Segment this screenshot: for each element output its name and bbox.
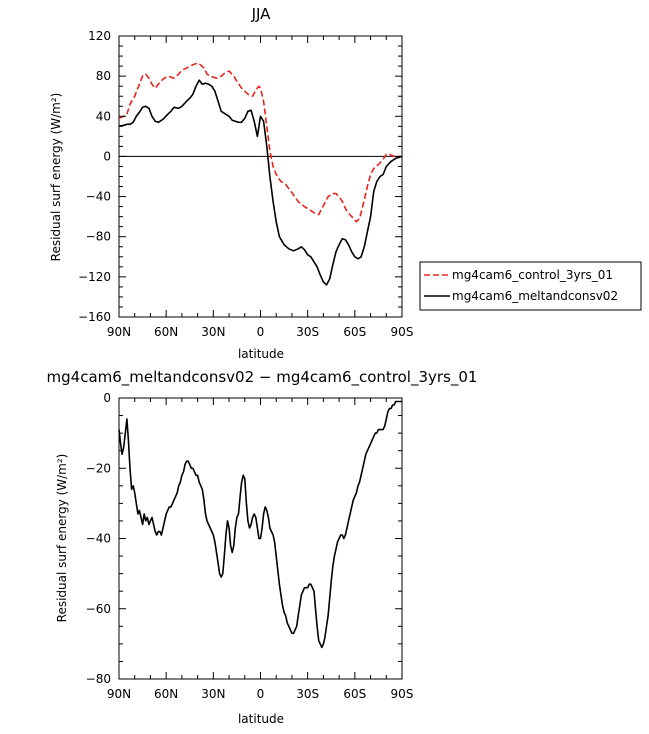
legend-label-control: mg4cam6_control_3yrs_01	[452, 268, 613, 282]
difference-chart-title: mg4cam6_meltandconsv02 − mg4cam6_control…	[47, 368, 478, 387]
axis-ticks: 90N 60N 30N 0 30S 60S 90S 0 −20 −40 −60 −80	[86, 391, 414, 701]
y-tick-label: −60	[86, 602, 111, 616]
x-tick-label: 60S	[343, 687, 366, 701]
chart-title: JJA	[251, 5, 272, 23]
x-tick-label: 0	[257, 687, 265, 701]
plot-area	[118, 35, 403, 318]
series-lines	[118, 62, 403, 286]
y-tick-label: −20	[86, 461, 111, 475]
x-tick-label: 60S	[343, 325, 366, 339]
y-tick-label: −120	[78, 270, 111, 284]
y-tick-label: −160	[78, 310, 111, 324]
x-axis-label: latitude	[238, 347, 284, 361]
y-tick-label: 0	[103, 149, 111, 163]
y-tick-label: 120	[88, 29, 111, 43]
plot-frame	[118, 35, 403, 318]
y-tick-label: 0	[103, 391, 111, 405]
y-tick-label: 80	[96, 69, 111, 83]
axis-ticks: 90N 60N 30N 0 30S 60S 90S 120 80 40 0 −40 −80 −120 −16…	[78, 29, 413, 339]
x-tick-label: 90N	[107, 325, 131, 339]
x-tick-label: 30N	[201, 687, 225, 701]
x-tick-label: 90S	[391, 325, 414, 339]
x-tick-label: 60N	[154, 325, 178, 339]
x-tick-label: 30S	[296, 687, 319, 701]
legend: mg4cam6_control_3yrs_01 mg4cam6_meltandc…	[419, 261, 642, 311]
chart-top: JJA 90N 60N 30N 0 30S 60S 90S 120 80 40 0 −40 −80 −12…	[49, 5, 413, 361]
x-tick-label: 60N	[154, 687, 178, 701]
series-line-mg4cam6_meltandconsv02	[118, 79, 403, 286]
y-tick-label: −80	[86, 672, 111, 686]
legend-label-meltandconsv: mg4cam6_meltandconsv02	[452, 289, 618, 303]
chart-bottom: mg4cam6_meltandconsv02 − mg4cam6_control…	[47, 368, 478, 726]
x-tick-label: 30S	[296, 325, 319, 339]
x-tick-label: 0	[257, 325, 265, 339]
x-tick-label: 90N	[107, 687, 131, 701]
y-axis-label: Residual surf energy (W/m²)	[55, 454, 69, 623]
x-axis-label: latitude	[238, 712, 284, 726]
series-line-mg4cam6_control_3yrs_01	[118, 62, 402, 223]
y-tick-label: −40	[86, 532, 111, 546]
y-axis-label: Residual surf energy (W/m²)	[49, 93, 63, 262]
x-tick-label: 30N	[201, 325, 225, 339]
y-tick-label: −80	[86, 230, 111, 244]
series-line-series-0	[118, 400, 402, 649]
y-tick-label: 40	[96, 109, 111, 123]
y-tick-label: −40	[86, 190, 111, 204]
series-lines	[118, 400, 402, 649]
x-tick-label: 90S	[391, 687, 414, 701]
legend-box	[419, 261, 642, 311]
